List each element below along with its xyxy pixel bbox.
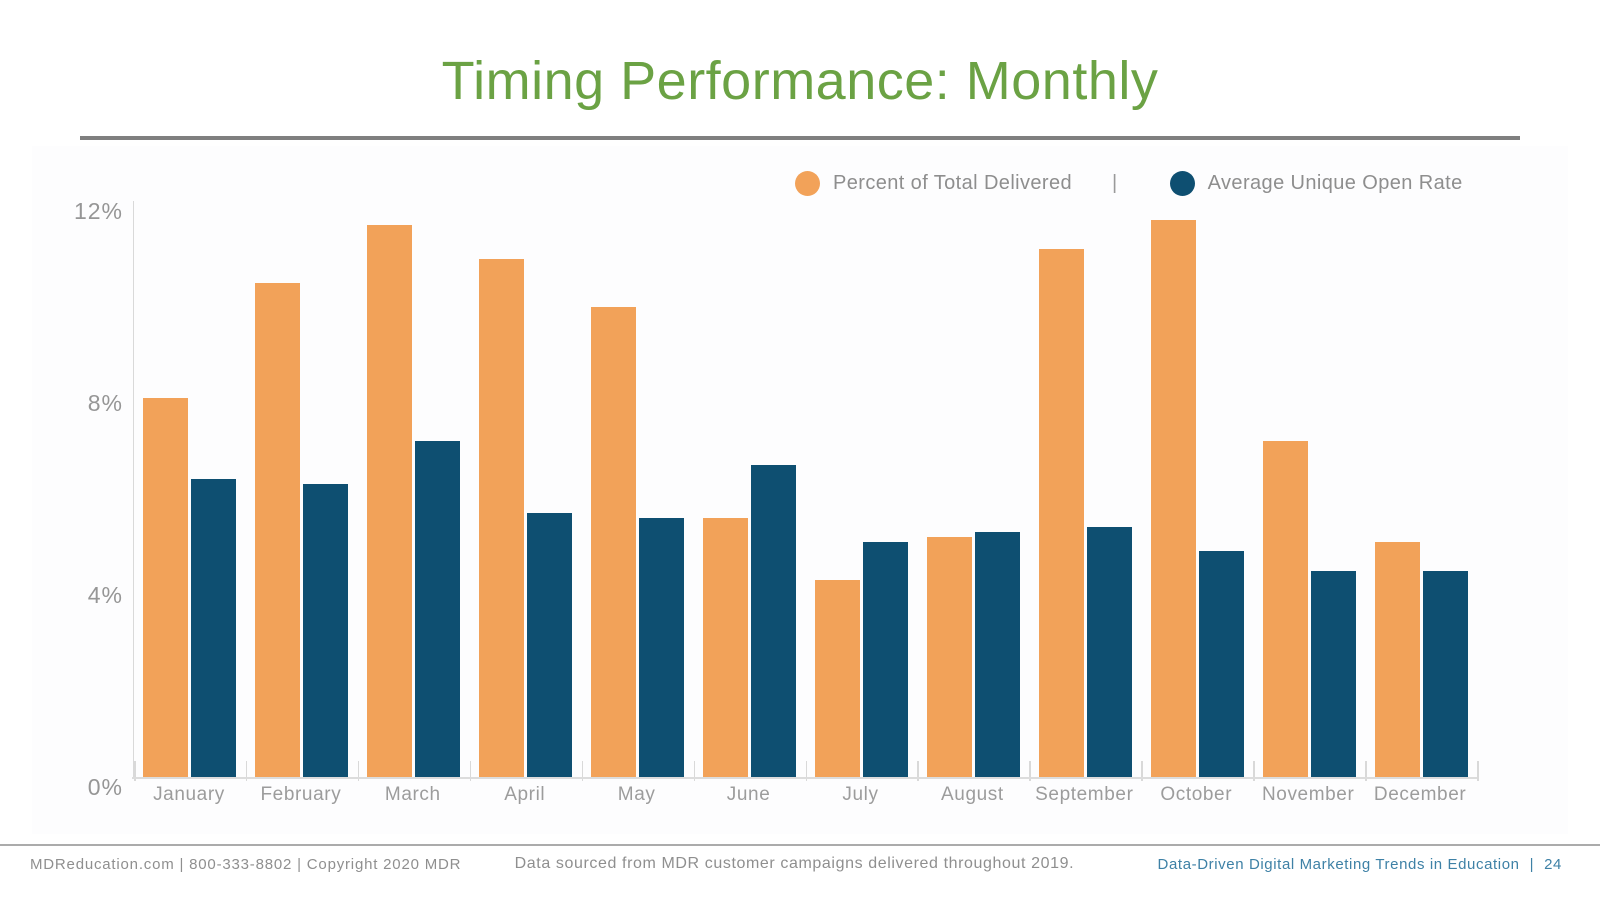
bar-open-rate-february	[303, 484, 349, 777]
bar-open-rate-september	[1086, 527, 1132, 777]
x-axis-tick	[581, 761, 584, 781]
x-axis-tick	[693, 761, 696, 781]
footer-contact-info: MDReducation.com | 800-333-8802 | Copyri…	[30, 856, 462, 873]
bar-open-rate-august	[974, 532, 1020, 777]
bar-open-rate-january	[191, 479, 237, 777]
bar-pair-may	[582, 201, 694, 777]
bar-pair-september	[1029, 201, 1141, 777]
x-axis-tick	[1365, 761, 1367, 781]
bar-delivered-february	[255, 282, 301, 777]
x-axis-tick	[1477, 761, 1479, 781]
bar-open-rate-november	[1310, 570, 1356, 777]
bar-pair-february	[246, 201, 358, 777]
bar-open-rate-july	[862, 541, 908, 777]
bar-delivered-may	[591, 306, 637, 777]
bar-delivered-january	[143, 397, 189, 777]
bar-delivered-april	[479, 258, 525, 777]
footer-report-title: Data-Driven Digital Marketing Trends in …	[1158, 856, 1562, 873]
x-axis-line	[132, 777, 1477, 779]
x-axis-label-september: September	[1035, 784, 1134, 805]
bar-delivered-august	[926, 537, 972, 777]
bar-groups	[134, 201, 1477, 777]
bar-pair-august	[917, 201, 1029, 777]
x-axis-tick	[469, 761, 472, 781]
x-axis-tick	[245, 761, 248, 781]
x-axis-label-february: February	[260, 784, 342, 805]
x-axis-label-august: August	[941, 784, 1004, 805]
x-axis-label-november: November	[1261, 784, 1355, 805]
footer-separator: |	[1529, 856, 1535, 873]
bar-pair-december	[1365, 201, 1477, 777]
chart-legend: Percent of Total Delivered | Average Uni…	[795, 168, 1463, 198]
page-title: Timing Performance: Monthly	[441, 51, 1159, 111]
plot-area	[132, 201, 1479, 781]
x-axis-tick	[917, 761, 919, 781]
footer-source-note: Data sourced from MDR customer campaigns…	[514, 855, 1075, 872]
x-axis-tick	[805, 761, 807, 781]
x-axis-label-december: December	[1373, 784, 1467, 805]
y-axis-label-8: 8%	[87, 390, 123, 416]
bar-pair-november	[1253, 201, 1365, 777]
bar-pair-june	[694, 201, 806, 777]
bar-open-rate-march	[415, 441, 461, 777]
bar-delivered-october	[1150, 220, 1196, 777]
bar-delivered-june	[703, 517, 749, 777]
legend-swatch-open-rate-icon	[1169, 170, 1195, 196]
bar-delivered-november	[1262, 441, 1308, 777]
bar-open-rate-june	[751, 465, 797, 777]
bar-pair-october	[1141, 201, 1253, 777]
y-axis-label-12: 12%	[73, 198, 123, 224]
bar-pair-january	[134, 201, 246, 777]
bar-delivered-december	[1374, 541, 1420, 777]
bar-delivered-march	[367, 225, 413, 777]
x-axis-tick	[1253, 761, 1255, 781]
bar-pair-april	[470, 201, 582, 777]
bar-pair-july	[806, 201, 918, 777]
footer-divider-line	[0, 844, 1600, 846]
x-axis-tick	[357, 761, 360, 781]
x-axis-label-may: May	[617, 784, 656, 805]
y-axis-label-0: 0%	[87, 774, 123, 800]
x-axis-label-june: June	[726, 784, 771, 805]
report-title-text: Data-Driven Digital Marketing Trends in …	[1157, 856, 1520, 873]
x-axis-tick	[1141, 761, 1143, 781]
x-axis-label-july: July	[842, 784, 879, 805]
bar-pair-march	[358, 201, 470, 777]
x-axis-label-march: March	[384, 784, 441, 805]
x-axis-label-january: January	[153, 784, 225, 805]
x-axis-label-october: October	[1160, 784, 1233, 805]
title-divider-line	[80, 136, 1520, 140]
bar-delivered-july	[814, 580, 860, 777]
bar-open-rate-october	[1198, 551, 1244, 777]
legend-label-delivered: Percent of Total Delivered	[833, 171, 1073, 194]
legend-swatch-delivered-icon	[795, 170, 820, 196]
x-axis-tick	[134, 761, 136, 781]
month-labels: January February March April May June July Augu…	[133, 784, 1476, 806]
bar-open-rate-may	[639, 517, 685, 777]
legend-label-open-rate: Average Unique Open Rate	[1207, 171, 1463, 194]
y-axis-label-4: 4%	[87, 582, 123, 608]
legend-separator: |	[1112, 171, 1118, 194]
page-number: 24	[1544, 856, 1562, 873]
bar-open-rate-december	[1422, 570, 1468, 777]
x-axis-tick	[1029, 761, 1031, 781]
bar-delivered-september	[1038, 249, 1084, 777]
x-axis-label-april: April	[504, 784, 546, 805]
bar-open-rate-april	[527, 513, 573, 777]
